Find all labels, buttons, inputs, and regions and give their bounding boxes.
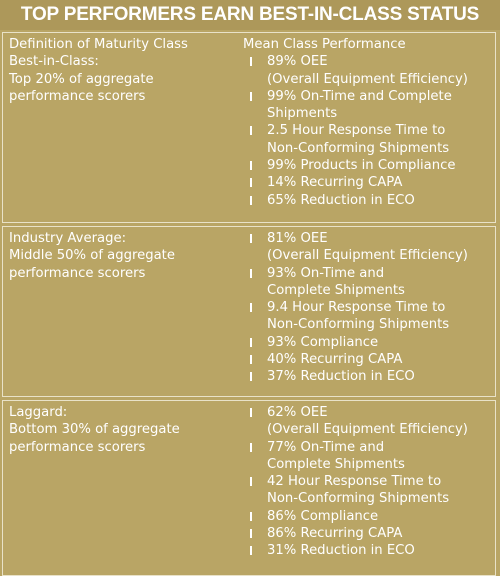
item-text: 2.5 Hour Response Time to — [267, 123, 446, 139]
item-text: Non-Conforming Shipments — [267, 491, 450, 507]
bullet-item: 2.5 Hour Response Time to Non-Conforming … — [243, 122, 468, 157]
item-text: 99% On-Time and Complete — [267, 88, 452, 104]
bullet — [250, 337, 252, 347]
table-row: Definition of Maturity Class Best-in-Clas… — [2, 32, 496, 223]
bullet-item: 42 Hour Response Time to Non-Conforming S… — [243, 473, 468, 508]
item-text: Shipments — [267, 106, 338, 122]
bullet — [250, 529, 252, 539]
class-text: Middle 50% of aggregate — [9, 248, 175, 264]
item-text: 99% Products in Compliance — [267, 158, 456, 174]
bullet-item: 77% On-Time and Complete Shipments — [243, 439, 468, 474]
bullet — [250, 234, 252, 243]
item-text: 62% OEE — [267, 405, 328, 420]
bullet — [250, 408, 252, 417]
item-text: 14% Recurring CAPA — [267, 175, 403, 191]
item-text: Non-Conforming Shipments — [267, 317, 450, 333]
class-text: Laggard: — [9, 405, 68, 420]
class-text: Industry Average: — [9, 231, 127, 246]
bullet-item: 89% OEE (Overall Equipment Efficiency) — [243, 53, 468, 88]
item-text: Non-Conforming Shipments — [267, 140, 450, 156]
bullet — [250, 91, 252, 101]
bullet — [250, 546, 252, 556]
item-text: (Overall Equipment Efficiency) — [267, 422, 468, 438]
bullet-item: 31% Reduction in ECO — [243, 542, 468, 559]
class-text: Top 20% of aggregate — [9, 71, 154, 87]
bullet — [250, 195, 252, 205]
bullet-item: 93% Compliance — [243, 334, 468, 351]
bullet-item: 93% On-Time and Complete Shipments — [243, 265, 468, 300]
bullet — [250, 442, 252, 452]
table-row: Industry Average: Middle 50% of aggregate… — [2, 226, 496, 397]
bullet-item: 62% OEE (Overall Equipment Efficiency) — [243, 404, 468, 439]
bullet — [250, 57, 252, 67]
class-definition: Laggard: Bottom 30% of aggregate performan… — [9, 404, 180, 456]
bullet — [250, 355, 252, 365]
item-text: Complete Shipments — [267, 282, 405, 298]
item-text: 37% Reduction in ECO — [267, 369, 415, 385]
item-text: 93% On-Time and — [267, 265, 385, 281]
bullet — [250, 161, 252, 171]
item-text: 31% Reduction in ECO — [267, 543, 415, 559]
item-text: 81% OEE — [267, 231, 328, 246]
class-text: Best-in-Class: — [9, 54, 99, 70]
bullet — [250, 268, 252, 278]
item-text: 86% Recurring CAPA — [267, 526, 403, 542]
bullet-item: 9.4 Hour Response Time to Non-Conforming … — [243, 299, 468, 334]
column-heading: Definition of Maturity Class — [9, 37, 188, 52]
item-text: 42 Hour Response Time to — [267, 474, 442, 490]
bullet — [250, 303, 252, 313]
item-text: 40% Recurring CAPA — [267, 352, 403, 368]
bullet-item: 99% On-Time and Complete Shipments — [243, 88, 468, 123]
bullet-item: 37% Reduction in ECO — [243, 368, 468, 385]
performance-list: 81% OEE (Overall Equipment Efficiency) 93%… — [243, 230, 468, 386]
item-text: 93% Compliance — [267, 334, 379, 350]
class-definition: Industry Average: Middle 50% of aggregate… — [9, 230, 175, 282]
item-text: 77% On-Time and — [267, 439, 385, 455]
bullet — [250, 178, 252, 188]
class-text: performance scorers — [9, 439, 146, 455]
bullet-item: 65% Reduction in ECO — [243, 192, 468, 209]
bullet — [250, 477, 252, 487]
class-text: performance scorers — [9, 88, 146, 104]
item-text: Complete Shipments — [267, 456, 405, 472]
item-text: (Overall Equipment Efficiency) — [267, 71, 468, 87]
bullet-item: 99% Products in Compliance — [243, 157, 468, 174]
bullet — [250, 511, 252, 521]
column-heading: Mean Class Performance — [243, 37, 406, 52]
bullet-item: 86% Compliance — [243, 508, 468, 525]
bullet-item: 14% Recurring CAPA — [243, 174, 468, 191]
performance-list: Mean Class Performance 89% OEE (Overall Eq… — [243, 36, 468, 209]
item-text: 86% Compliance — [267, 508, 379, 524]
item-text: 9.4 Hour Response Time to — [267, 300, 446, 316]
performance-list: 62% OEE (Overall Equipment Efficiency) 77%… — [243, 404, 468, 560]
bullet — [250, 126, 252, 136]
bullet-item: 86% Recurring CAPA — [243, 525, 468, 542]
bullet-item: 40% Recurring CAPA — [243, 351, 468, 368]
class-definition: Definition of Maturity Class Best-in-Clas… — [9, 36, 188, 105]
bullet-item: 81% OEE (Overall Equipment Efficiency) — [243, 230, 468, 265]
item-text: 65% Reduction in ECO — [267, 192, 415, 208]
bullet — [250, 372, 252, 382]
table-row: Laggard: Bottom 30% of aggregate performan… — [2, 400, 496, 576]
class-text: Bottom 30% of aggregate — [9, 422, 180, 438]
class-text: performance scorers — [9, 265, 146, 281]
item-text: (Overall Equipment Efficiency) — [267, 248, 468, 264]
title: TOP PERFORMERS EARN BEST-IN-CLASS STATUS — [0, 0, 500, 30]
item-text: 89% OEE — [267, 54, 328, 70]
